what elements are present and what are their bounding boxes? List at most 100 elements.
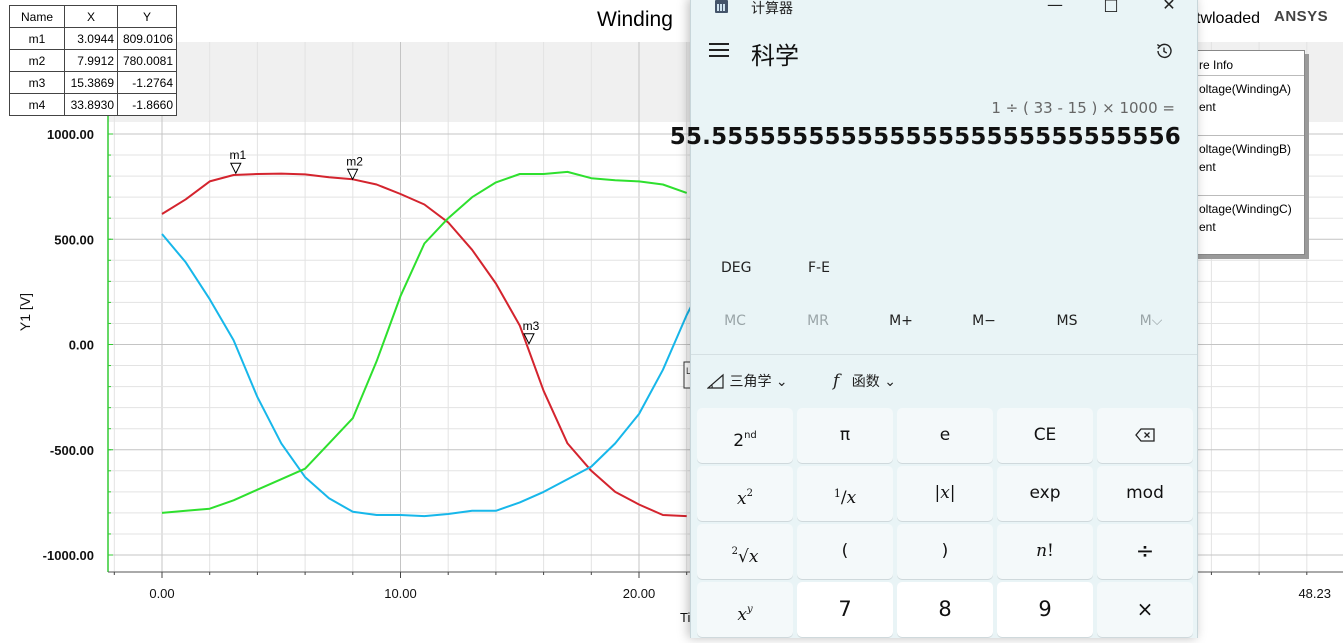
legend-entry-label: oltage(WindingA) — [1199, 82, 1292, 96]
chart-title: Winding — [597, 8, 673, 31]
key-abs[interactable]: |x| — [897, 466, 993, 521]
legend-entry-sub: ent — [1199, 100, 1216, 114]
chevron-down-icon: ⌄ — [884, 374, 896, 390]
window-title: 计算器 — [751, 1, 793, 17]
table-row[interactable]: m3 15.3869 -1.2764 — [9, 71, 177, 94]
key-ce[interactable]: CE — [997, 408, 1093, 463]
calculator-mode-title: 科学 — [751, 42, 799, 70]
maximize-button[interactable]: □ — [1103, 0, 1119, 14]
marker-x: 33.8930 — [64, 93, 118, 116]
key-2nd[interactable]: 2nd — [697, 408, 793, 463]
close-button[interactable]: ✕ — [1162, 0, 1176, 14]
result-display: 55.55555555555555555555555555556 — [669, 124, 1181, 150]
marker-x: 3.0944 — [64, 27, 118, 50]
function-dropdown[interactable]: f 函数 ⌄ — [833, 371, 896, 391]
legend-entry-label: oltage(WindingB) — [1199, 142, 1292, 156]
y-tick-label: -1000.00 — [43, 548, 94, 563]
y-tick-label: -500.00 — [50, 443, 94, 458]
key-power[interactable]: xy — [697, 582, 793, 637]
marker-x: 7.9912 — [64, 49, 118, 72]
table-row[interactable]: m1 3.0944 809.0106 — [9, 27, 177, 50]
marker-y: -1.8660 — [117, 93, 177, 116]
y-tick-label: 500.00 — [54, 232, 94, 247]
x-tick-label: 10.00 — [384, 586, 417, 601]
legend-entry-winding-b[interactable]: oltage(WindingB) ent — [1171, 135, 1304, 195]
key-7[interactable]: 7 — [797, 582, 893, 637]
deg-button[interactable]: DEG — [721, 260, 752, 276]
marker-label: m3 — [523, 319, 540, 333]
table-row[interactable]: m4 33.8930 -1.8660 — [9, 93, 177, 116]
y-axis-label: Y1 [V] — [17, 293, 33, 331]
memory-recall-button[interactable]: MR — [807, 313, 829, 329]
legend-entry-winding-c[interactable]: oltage(WindingC) ent — [1171, 195, 1304, 254]
trig-dropdown[interactable]: 三角学 ⌄ — [706, 371, 788, 391]
marker-label: m2 — [346, 154, 363, 168]
header-name: Name — [9, 5, 65, 28]
chevron-down-icon: ⌄ — [775, 374, 788, 390]
legend-entry-sub: ent — [1199, 220, 1216, 234]
table-row[interactable]: m2 7.9912 780.0081 — [9, 49, 177, 72]
memory-store-button[interactable]: MS — [1056, 313, 1078, 329]
marker-x: 15.3869 — [64, 71, 118, 94]
key-8[interactable]: 8 — [897, 582, 993, 637]
y-tick-label: 1000.00 — [47, 127, 94, 142]
marker-name: m2 — [9, 49, 65, 72]
memory-list-button[interactable]: M⌵ — [1139, 313, 1163, 329]
legend-entry-sub: ent — [1199, 160, 1216, 174]
y-tick-label: 0.00 — [69, 338, 94, 353]
series-line-voltage-windingb- — [161, 233, 700, 518]
key-reciprocal[interactable]: 1/x — [797, 466, 893, 521]
key-close-paren[interactable]: ) — [897, 524, 993, 579]
marker-y: 780.0081 — [117, 49, 177, 72]
key-mod[interactable]: mod — [1097, 466, 1193, 521]
history-icon[interactable] — [1154, 41, 1174, 61]
key-9[interactable]: 9 — [997, 582, 1093, 637]
marker-y: 809.0106 — [117, 27, 177, 50]
legend-entry-winding-a[interactable]: oltage(WindingA) ent — [1171, 75, 1304, 135]
minimize-button[interactable]: — — [1047, 0, 1063, 14]
x-tick-label: 0.00 — [149, 586, 174, 601]
key-e[interactable]: e — [897, 408, 993, 463]
chart-subtitle-fragment: twloaded — [1196, 10, 1261, 27]
x-end-label: 48.23 — [1298, 586, 1331, 601]
key-square[interactable]: x2 — [697, 466, 793, 521]
triangle-icon — [706, 373, 724, 389]
expression-display: 1 ÷ ( 33 - 15 ) × 1000 = — [991, 99, 1175, 117]
legend-entry-label: oltage(WindingC) — [1199, 202, 1292, 216]
marker-name: m1 — [9, 27, 65, 50]
marker-triangle — [229, 162, 242, 175]
header-x: X — [64, 5, 118, 28]
key-pi[interactable]: π — [797, 408, 893, 463]
calculator-titlebar[interactable]: 计算器 — □ ✕ — [691, 0, 1197, 18]
hamburger-menu-icon[interactable] — [709, 43, 729, 59]
calculator-window[interactable]: 计算器 — □ ✕ 科学 1 ÷ ( 33 - 15 ) × 1000 = 55… — [670, 0, 1198, 638]
series-line-voltage-windingc- — [161, 170, 688, 514]
marker-table[interactable]: Name X Y m1 3.0944 809.0106 m2 7.9912 78… — [9, 5, 177, 116]
marker-triangle — [346, 168, 359, 181]
x-tick-label: 20.00 — [623, 586, 656, 601]
function-f-icon: f — [833, 371, 840, 391]
key-sqrt[interactable]: 2√x — [697, 524, 793, 579]
key-backspace[interactable] — [1097, 408, 1193, 463]
marker-name: m4 — [9, 93, 65, 116]
calculator-app-icon — [715, 0, 728, 13]
fe-button[interactable]: F-E — [808, 260, 830, 276]
key-multiply[interactable]: × — [1097, 582, 1193, 637]
marker-label: m1 — [229, 148, 246, 162]
backspace-icon — [1135, 428, 1155, 442]
memory-clear-button[interactable]: MC — [724, 313, 746, 329]
ansys-logo: ANSYS — [1274, 8, 1329, 25]
key-exp[interactable]: exp — [997, 466, 1093, 521]
header-y: Y — [117, 5, 177, 28]
x-axis-label: Ti — [680, 610, 690, 625]
marker-y: -1.2764 — [117, 71, 177, 94]
memory-subtract-button[interactable]: M− — [972, 313, 996, 329]
key-open-paren[interactable]: ( — [797, 524, 893, 579]
marker-triangle — [523, 333, 535, 345]
memory-add-button[interactable]: M+ — [889, 313, 913, 329]
key-factorial[interactable]: n! — [997, 524, 1093, 579]
marker-table-header: Name X Y — [9, 5, 177, 28]
key-divide[interactable]: ÷ — [1097, 524, 1193, 579]
function-label: 函数 — [851, 374, 880, 390]
marker-name: m3 — [9, 71, 65, 94]
